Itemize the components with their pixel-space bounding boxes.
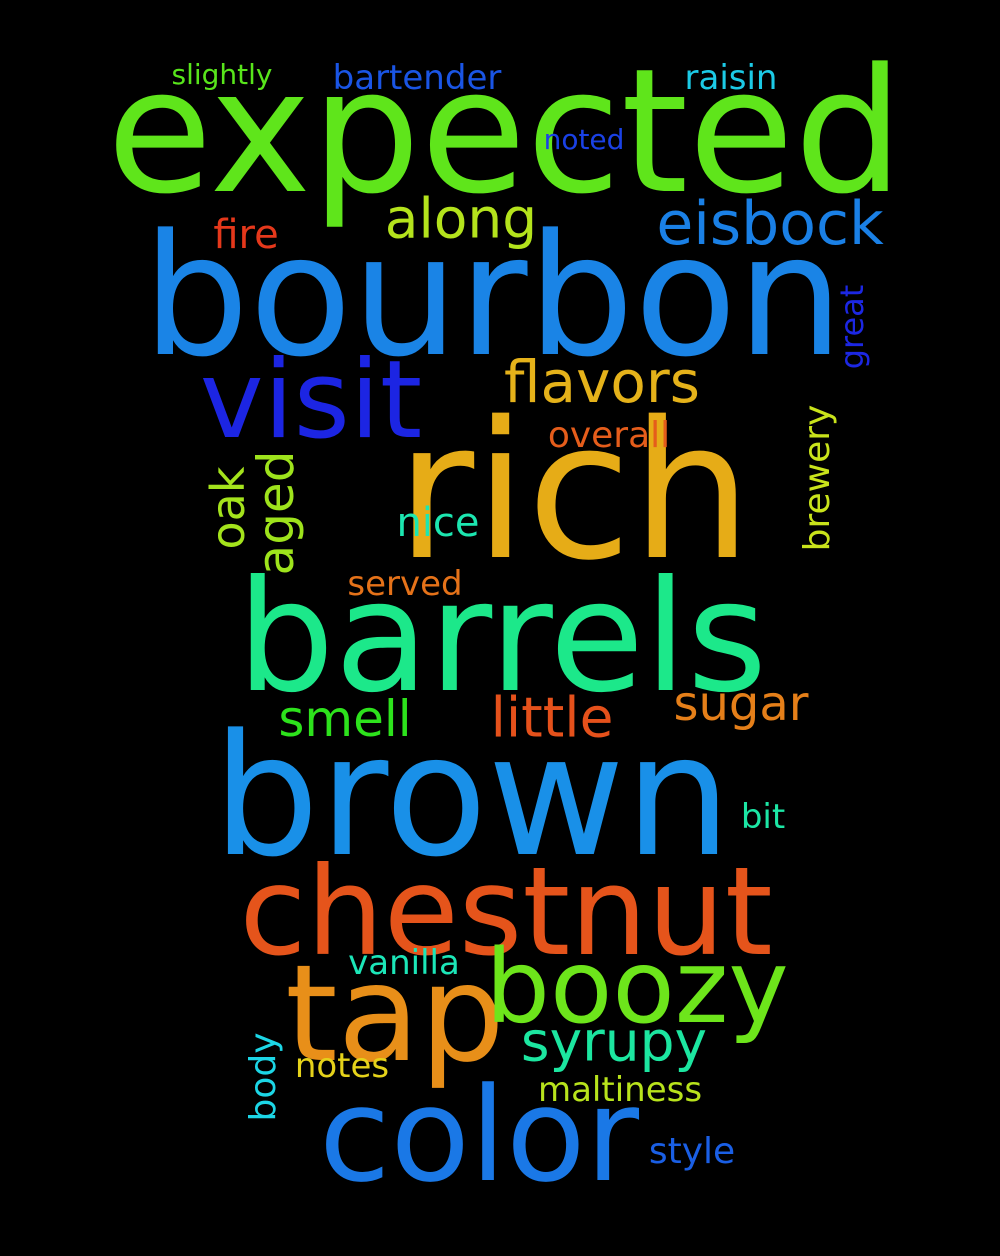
word-vanilla: vanilla [348,943,460,983]
word-brewery: brewery [797,404,838,552]
word-along: along [384,186,538,251]
word-tap: tap [285,936,505,1092]
word-bit: bit [740,797,786,837]
word-notes: notes [294,1046,390,1086]
word-slightly: slightly [171,58,273,91]
word-expected: expected [106,31,904,232]
word-brown: brown [212,698,732,894]
word-oak: oak [201,466,255,550]
word-flavors: flavors [504,348,700,416]
word-overall: overall [547,415,671,456]
word-noted: noted [543,123,625,156]
word-fire: fire [213,212,279,258]
word-boozy: boozy [485,928,789,1047]
word-little: little [490,685,614,750]
word-bourbon: bourbon [142,198,844,394]
word-sugar: sugar [673,676,809,732]
word-color: color [318,1059,640,1211]
word-body: body [243,1032,284,1122]
word-barrels: barrels [236,548,768,727]
word-served: served [347,564,463,604]
word-eisbock: eisbock [656,189,884,259]
word-syrupy: syrupy [520,1009,708,1074]
word-visit: visit [199,338,423,463]
word-raisin: raisin [684,58,778,98]
word-nice: nice [396,500,480,546]
word-maltiness: maltiness [537,1070,703,1110]
word-rich: rich [396,381,752,602]
word-bartender: bartender [332,58,502,98]
word-smell: smell [278,690,412,748]
word-chestnut: chestnut [239,841,773,983]
word-style: style [648,1131,736,1172]
word-great: great [833,284,871,370]
word-aged: aged [247,450,305,576]
